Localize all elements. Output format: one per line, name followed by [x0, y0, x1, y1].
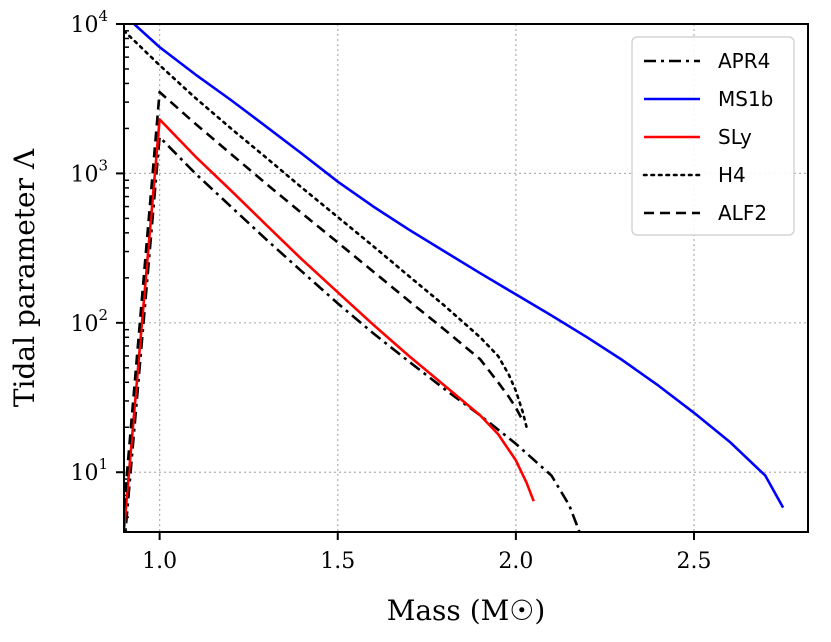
y-tick-label: 104 [70, 7, 108, 38]
plot-frame [123, 23, 809, 533]
x-tick-label: 2.0 [498, 549, 533, 574]
x-tick-label: 2.5 [677, 549, 712, 574]
series-line-apr4 [124, 135, 581, 532]
legend-label-h4: H4 [718, 163, 746, 187]
series-layer [124, 24, 785, 532]
y-tick-label: 103 [70, 156, 108, 187]
y-axis-ticks: 101 102 103 104 [70, 7, 124, 486]
legend-label-apr4: APR4 [718, 49, 770, 73]
x-axis-title: Mass (M☉) [387, 594, 546, 627]
legend-label-sly: SLy [718, 125, 752, 149]
series-line-sly [124, 118, 535, 531]
legend: APR4 MS1b SLy H4 ALF2 [631, 36, 795, 236]
series-line-h4 [124, 29, 528, 429]
legend-box [631, 36, 795, 236]
x-tick-label: 1.0 [142, 549, 177, 574]
y-tick-label: 102 [70, 306, 108, 337]
series-line-alf2 [124, 90, 525, 509]
legend-label-ms1b: MS1b [718, 87, 773, 111]
x-tick-label: 1.5 [320, 549, 355, 574]
legend-label-alf2: ALF2 [718, 201, 767, 225]
series-line-ms1b [132, 24, 785, 509]
y-tick-label: 101 [70, 455, 108, 486]
y-axis-title: Tidal parameter Λ [8, 148, 41, 407]
x-axis-ticks: 1.0 1.5 2.0 2.5 [142, 532, 712, 574]
